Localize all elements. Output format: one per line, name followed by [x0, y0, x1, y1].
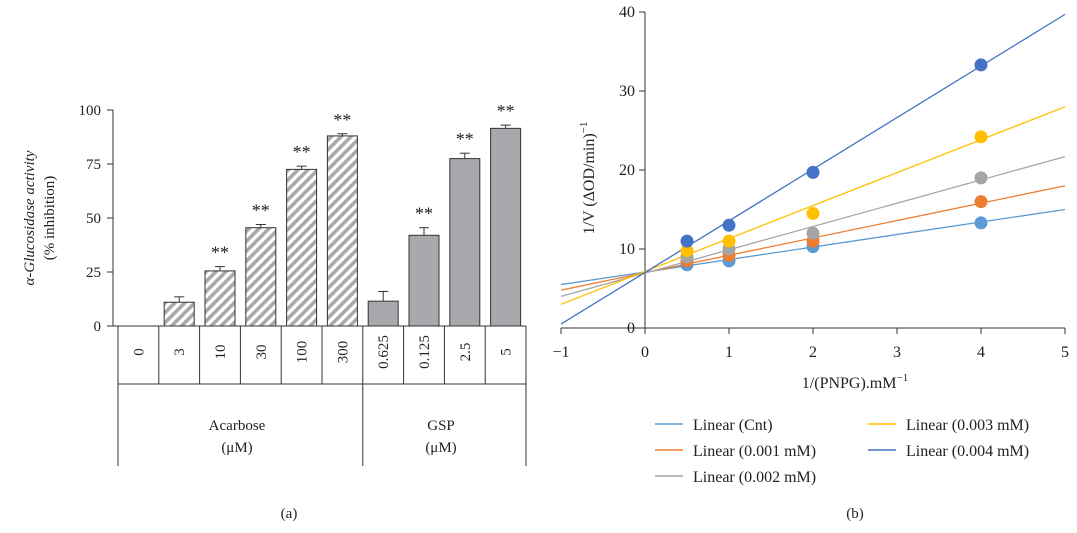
trend-line: [560, 106, 1066, 305]
bars: ** ** ** ** ** ** **: [163, 101, 522, 327]
significance-mark: **: [497, 101, 515, 121]
legend-label: Linear (Cnt): [693, 417, 773, 434]
y-tick-label: 75: [86, 157, 101, 173]
bar: [326, 135, 358, 327]
legend: Linear (Cnt) Linear (0.001 mM) Linear (0.0…: [655, 417, 1029, 486]
data-point: [680, 244, 694, 258]
tick-label: 30: [254, 345, 270, 360]
y-axis: 0 25 50 75 100: [79, 103, 114, 335]
x-tick-label: 0: [641, 344, 649, 361]
tick-label: 0.125: [417, 335, 433, 369]
y-tick-label: 100: [79, 103, 102, 119]
significance-mark: **: [211, 243, 229, 263]
y-tick-label: 50: [86, 211, 101, 227]
data-point: [722, 218, 736, 232]
significance-mark: **: [456, 129, 474, 149]
scatter-chart-panel: −1 0 1 2 3 4 5 0 10 20 30 40 1/(PNPG).mM−1 1/V (ΔOD…: [552, 4, 1069, 522]
bar: [408, 234, 440, 327]
bar: [490, 127, 522, 327]
y-tick-label: 30: [619, 83, 635, 100]
bar: [245, 227, 277, 327]
bar: [204, 270, 236, 327]
x-tick-label: 2: [809, 344, 817, 361]
x-tick-label: 1: [725, 344, 733, 361]
tick-label: 2.5: [458, 343, 474, 362]
group-label-acarbose-line1: Acarbose: [209, 418, 266, 434]
tick-label: 10: [213, 345, 229, 360]
y-axis-label-line1: α-Glucosidase activity: [22, 150, 38, 285]
y-tick-label: 40: [619, 4, 635, 21]
y-tick-label: 25: [86, 265, 101, 281]
bar: [449, 158, 481, 327]
y-tick-label: 0: [627, 320, 635, 337]
group-label-gsp-line2: (μM): [425, 440, 456, 456]
legend-label: Linear (0.003 mM): [906, 417, 1029, 434]
data-point: [974, 130, 988, 144]
panel-label-b: (b): [846, 506, 864, 522]
data-point: [974, 195, 988, 209]
x-tick-label: 4: [977, 344, 985, 361]
x-tick-label: 5: [1061, 344, 1069, 361]
x-tick-label: 3: [893, 344, 901, 361]
bar: [367, 300, 399, 327]
bar-chart-panel: 0 25 50 75 100 ** ** ** ** ** ** ** 0 3 10 30 100 300 0.…: [22, 101, 527, 522]
category-table: 0 3 10 30 100 300 0.625 0.125 2.5 5: [113, 325, 527, 466]
y-tick-label: 10: [619, 241, 635, 258]
y-tick-label: 0: [94, 319, 102, 335]
data-point: [974, 171, 988, 185]
bar: [163, 301, 195, 327]
significance-mark: **: [252, 200, 270, 220]
axes: −1 0 1 2 3 4 5 0 10 20 30 40: [552, 4, 1069, 361]
tick-label: 300: [335, 341, 351, 364]
y-tick-label: 20: [619, 162, 635, 179]
data-point: [974, 216, 988, 230]
data-point: [806, 206, 820, 220]
x-axis-label: 1/(PNPG).mM−1: [802, 372, 908, 392]
tick-label: 0: [131, 348, 147, 356]
significance-mark: **: [333, 110, 351, 130]
data-point: [806, 226, 820, 240]
y-axis-label: 1/V (ΔOD/min)−1: [578, 122, 598, 235]
legend-label: Linear (0.004 mM): [906, 443, 1029, 460]
data-point: [680, 234, 694, 248]
data-points: [680, 58, 988, 272]
x-tick-label: −1: [552, 344, 569, 361]
legend-label: Linear (0.001 mM): [693, 443, 816, 460]
tick-label: 3: [172, 348, 188, 356]
significance-mark: **: [293, 142, 311, 162]
data-point: [806, 165, 820, 179]
significance-mark: **: [415, 204, 433, 224]
tick-label: 100: [295, 341, 311, 364]
data-point: [722, 234, 736, 248]
y-axis-label-line2: (% inhibition): [42, 176, 58, 261]
data-point: [974, 58, 988, 72]
bar: [286, 168, 318, 327]
group-label-gsp-line1: GSP: [427, 418, 455, 434]
legend-label: Linear (0.002 mM): [693, 469, 816, 486]
group-label-acarbose-line2: (μM): [221, 440, 252, 456]
tick-label: 5: [499, 348, 515, 356]
tick-label: 0.625: [376, 335, 392, 369]
panel-label-a: (a): [281, 506, 298, 522]
